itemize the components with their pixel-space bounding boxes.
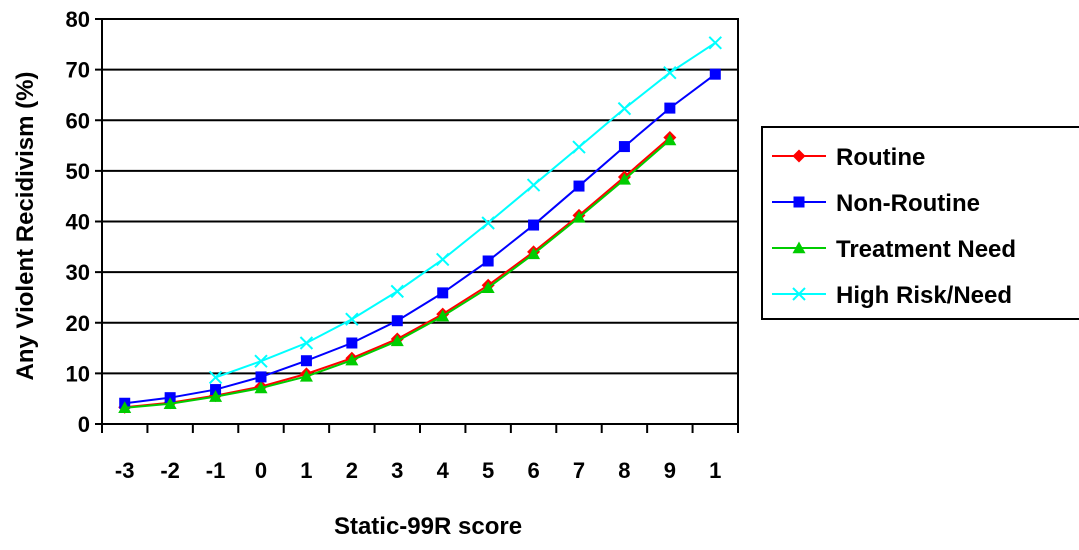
x-tick-label: 8 [618, 458, 630, 483]
x-tick-label: 5 [482, 458, 494, 483]
legend: Routine Non-Routine Treatment Need High Ris… [761, 126, 1079, 320]
data-point [481, 281, 495, 294]
data-point [436, 309, 450, 322]
data-point [210, 384, 222, 396]
data-point [437, 287, 449, 299]
y-tick-label: 20 [66, 311, 90, 336]
data-point [300, 355, 312, 367]
y-tick-label: 50 [66, 159, 90, 184]
data-point [299, 336, 314, 350]
data-point [664, 102, 676, 114]
x-tick-label: -1 [206, 458, 226, 483]
data-point [617, 172, 631, 185]
data-point [209, 390, 223, 402]
data-point [254, 381, 268, 394]
x-tick-label: 7 [573, 458, 585, 483]
x-tick-label: 1 [709, 458, 721, 483]
data-point [345, 312, 359, 326]
x-tick-label: 9 [664, 458, 676, 483]
x-tick-label: 4 [437, 458, 450, 483]
x-tick-label: -3 [115, 458, 135, 483]
data-point [390, 284, 404, 299]
data-point [208, 370, 223, 385]
data-point [709, 68, 721, 80]
data-point [663, 133, 677, 146]
y-tick-label: 30 [66, 260, 90, 285]
x-tick-label: 0 [255, 458, 267, 483]
data-point [481, 216, 495, 230]
data-point [617, 101, 632, 116]
data-point [663, 65, 677, 80]
data-point [526, 178, 541, 192]
data-point [436, 252, 450, 267]
x-tick-label: -2 [160, 458, 180, 483]
legend-marker [793, 196, 805, 208]
legend-label: Non-Routine [836, 190, 980, 217]
series-treatment-need [118, 133, 677, 413]
x-tick-label: 1 [300, 458, 312, 483]
y-tick-label: 40 [66, 210, 90, 235]
data-point [528, 219, 540, 231]
y-tick-label: 70 [66, 58, 90, 83]
data-point [618, 141, 630, 153]
data-point [345, 353, 359, 366]
data-point [254, 354, 268, 368]
y-axis: 0 10 20 30 40 50 60 70 80 [66, 7, 102, 437]
data-point [163, 397, 177, 409]
data-point [299, 369, 313, 382]
data-point [346, 337, 358, 349]
data-point [708, 36, 722, 50]
data-point [255, 371, 267, 383]
data-point [390, 334, 404, 347]
legend-marker [792, 149, 806, 163]
legend-item: High Risk/Need [772, 282, 1012, 309]
data-point [118, 401, 132, 413]
x-axis: -3 -2 -1 0 1 2 3 4 5 6 7 8 9 1 [101, 424, 739, 483]
x-tick-label: 6 [527, 458, 539, 483]
y-tick-label: 10 [66, 361, 90, 386]
data-point [482, 255, 494, 267]
legend-item: Routine [772, 144, 925, 171]
legend-label: Treatment Need [836, 236, 1016, 263]
legend-box [761, 126, 1079, 320]
x-tick-label: 3 [391, 458, 403, 483]
legend-label: Routine [836, 144, 925, 171]
data-point [572, 210, 586, 223]
series-high-risk-need [208, 36, 722, 385]
series-layer [118, 36, 722, 414]
data-point [527, 247, 541, 260]
y-axis-title: Any Violent Recidivism (%) [12, 72, 39, 381]
series-line [124, 73, 716, 405]
legend-marker [792, 241, 806, 254]
data-point [573, 180, 585, 192]
series-line [124, 139, 671, 409]
y-tick-label: 60 [66, 108, 90, 133]
legend-label: High Risk/Need [836, 282, 1012, 309]
x-axis-title: Static-99R score [334, 513, 522, 540]
y-tick-label: 0 [78, 412, 90, 437]
legend-marker [792, 287, 806, 301]
data-point [572, 140, 586, 154]
series-line [215, 41, 716, 379]
grid-lines [102, 68, 738, 375]
x-tick-label: 2 [346, 458, 358, 483]
legend-item: Non-Routine [772, 190, 980, 217]
legend-item: Treatment Need [772, 236, 1016, 263]
y-tick-label: 80 [66, 7, 90, 32]
data-point [391, 315, 403, 327]
